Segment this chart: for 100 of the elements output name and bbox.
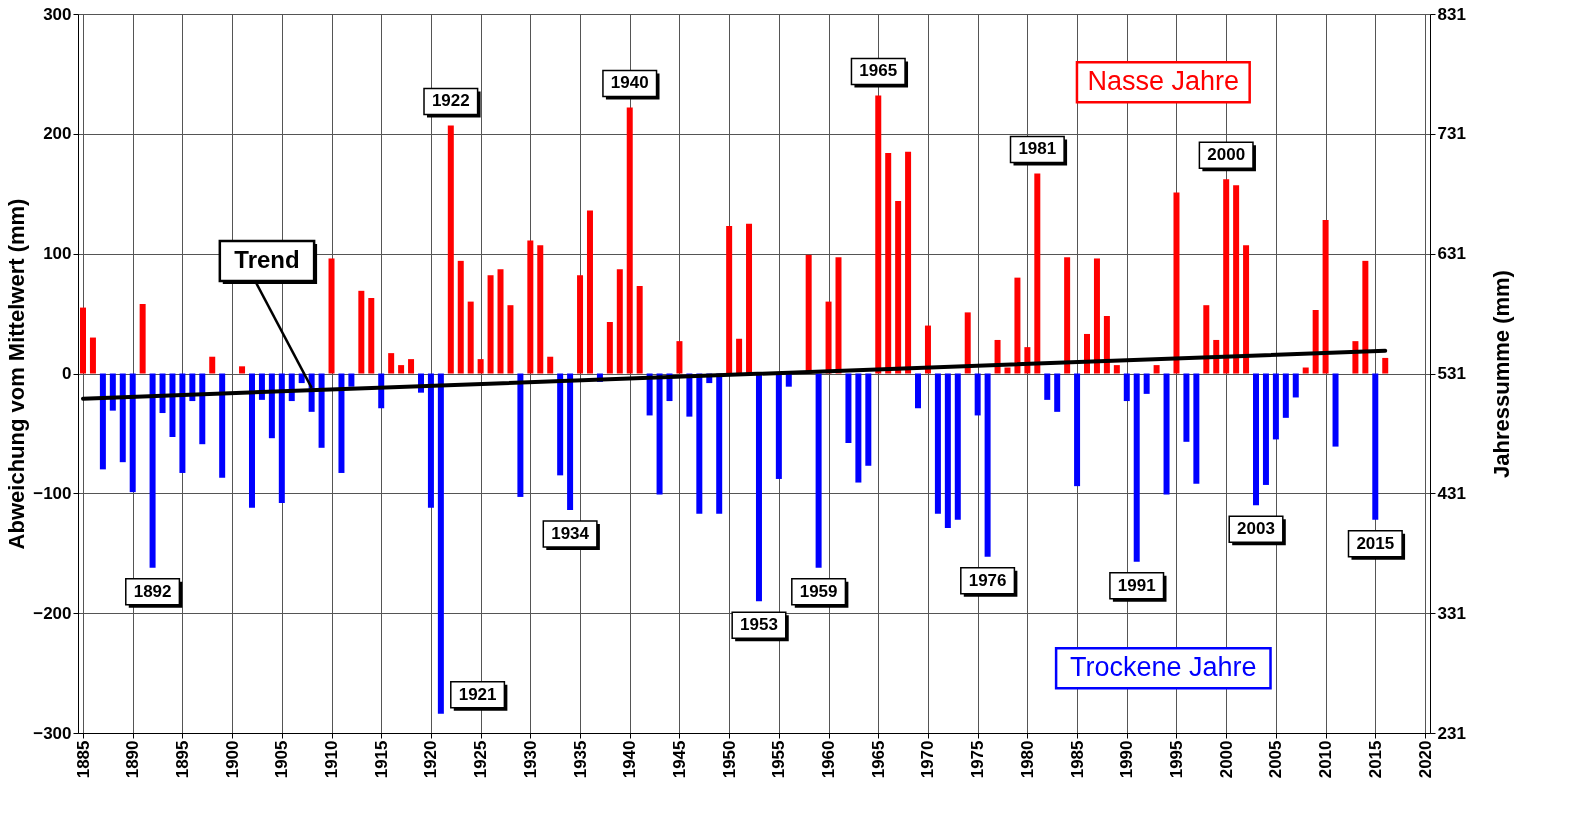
bar: [358, 290, 365, 374]
y2-tick-label: 331: [1437, 603, 1466, 623]
y-tick-label: 0: [62, 364, 72, 383]
bar: [825, 301, 832, 374]
annotation: Trend: [234, 245, 300, 273]
x-tick-label: 1970: [918, 740, 938, 779]
bar: [676, 341, 683, 374]
bar: [1223, 179, 1230, 374]
bar: [179, 373, 186, 473]
bar: [944, 373, 951, 529]
bar: [934, 373, 941, 514]
bar: [835, 257, 842, 374]
x-tick-label: 1920: [421, 740, 441, 779]
bar: [497, 269, 504, 374]
bar: [537, 245, 544, 374]
bar: [577, 275, 584, 374]
bar: [915, 373, 922, 409]
annotation: 1981: [1018, 139, 1057, 159]
bar: [905, 151, 912, 374]
annotation: 1976: [968, 570, 1007, 590]
bar: [875, 95, 882, 374]
bar: [1173, 192, 1180, 374]
bar: [129, 373, 136, 493]
bar: [1243, 245, 1250, 374]
bar: [209, 356, 216, 374]
bar: [149, 373, 156, 568]
bar: [169, 373, 176, 438]
bar: [1322, 220, 1329, 374]
y-tick-label: 200: [43, 124, 72, 144]
bar: [855, 373, 862, 483]
annotation: 1892: [133, 581, 172, 601]
bar: [487, 275, 494, 374]
bar: [318, 373, 325, 448]
text: Trockene Jahre: [1070, 652, 1257, 683]
y-axis-title: Abweichung vom Mittelwert (mm): [4, 198, 30, 550]
bar: [1253, 373, 1260, 506]
bar: [964, 312, 971, 374]
bar: [477, 359, 484, 374]
bar: [755, 373, 762, 602]
bar: [398, 365, 405, 374]
x-tick-label: 2010: [1316, 740, 1336, 779]
bar: [80, 307, 86, 374]
annotation: 2000: [1207, 145, 1246, 165]
bar: [1034, 173, 1041, 374]
annotation: 1921: [458, 684, 497, 704]
y-tick-label: −200: [33, 603, 72, 623]
y-tick-label: 300: [43, 4, 72, 24]
bar: [895, 200, 902, 374]
bar: [815, 373, 822, 568]
bar: [517, 373, 524, 497]
bar: [984, 373, 991, 557]
bar: [1193, 373, 1200, 484]
annotation: 1953: [740, 615, 778, 635]
bar: [1014, 277, 1021, 374]
bar: [1064, 257, 1071, 374]
annotation: 1940: [610, 73, 649, 93]
bar: [1103, 315, 1110, 374]
x-tick-label: 1915: [371, 740, 391, 779]
x-tick-label: 2020: [1415, 740, 1435, 779]
x-tick-label: 1990: [1117, 740, 1137, 779]
x-tick-label: 1995: [1166, 740, 1186, 779]
bar: [368, 298, 375, 374]
bar: [606, 321, 613, 374]
bar: [278, 373, 285, 503]
annotation: 1959: [799, 581, 838, 601]
bar: [199, 373, 206, 445]
x-tick-label: 1885: [73, 740, 93, 779]
bar: [427, 373, 434, 508]
x-tick-label: 1985: [1067, 740, 1087, 779]
x-tick-label: 1950: [719, 740, 739, 779]
bar: [547, 356, 554, 374]
bar: [775, 373, 782, 479]
bar: [139, 304, 146, 374]
bar: [636, 286, 643, 374]
bar: [248, 373, 255, 508]
bar: [1362, 260, 1369, 374]
x-tick-label: 1905: [272, 740, 292, 779]
x-tick-label: 1890: [123, 740, 143, 779]
x-tick-label: 1930: [520, 740, 540, 779]
bar: [1292, 373, 1299, 398]
bar: [567, 373, 574, 511]
x-tick-label: 1910: [322, 740, 342, 779]
bar: [1203, 305, 1210, 374]
bar: [557, 373, 564, 476]
x-tick-label: 1895: [172, 740, 192, 779]
annotation: 1922: [431, 91, 470, 111]
bar: [338, 373, 345, 473]
x-tick-label: 1975: [968, 740, 988, 779]
bar: [1153, 365, 1160, 374]
bar: [924, 325, 931, 374]
bar: [1113, 365, 1120, 374]
bar: [239, 366, 246, 374]
bar: [1133, 373, 1140, 562]
bar: [328, 258, 335, 374]
bar: [219, 373, 226, 478]
bar: [656, 373, 663, 495]
bar: [726, 226, 733, 374]
bar: [1302, 367, 1309, 374]
bar: [447, 125, 454, 374]
bar: [746, 223, 753, 374]
